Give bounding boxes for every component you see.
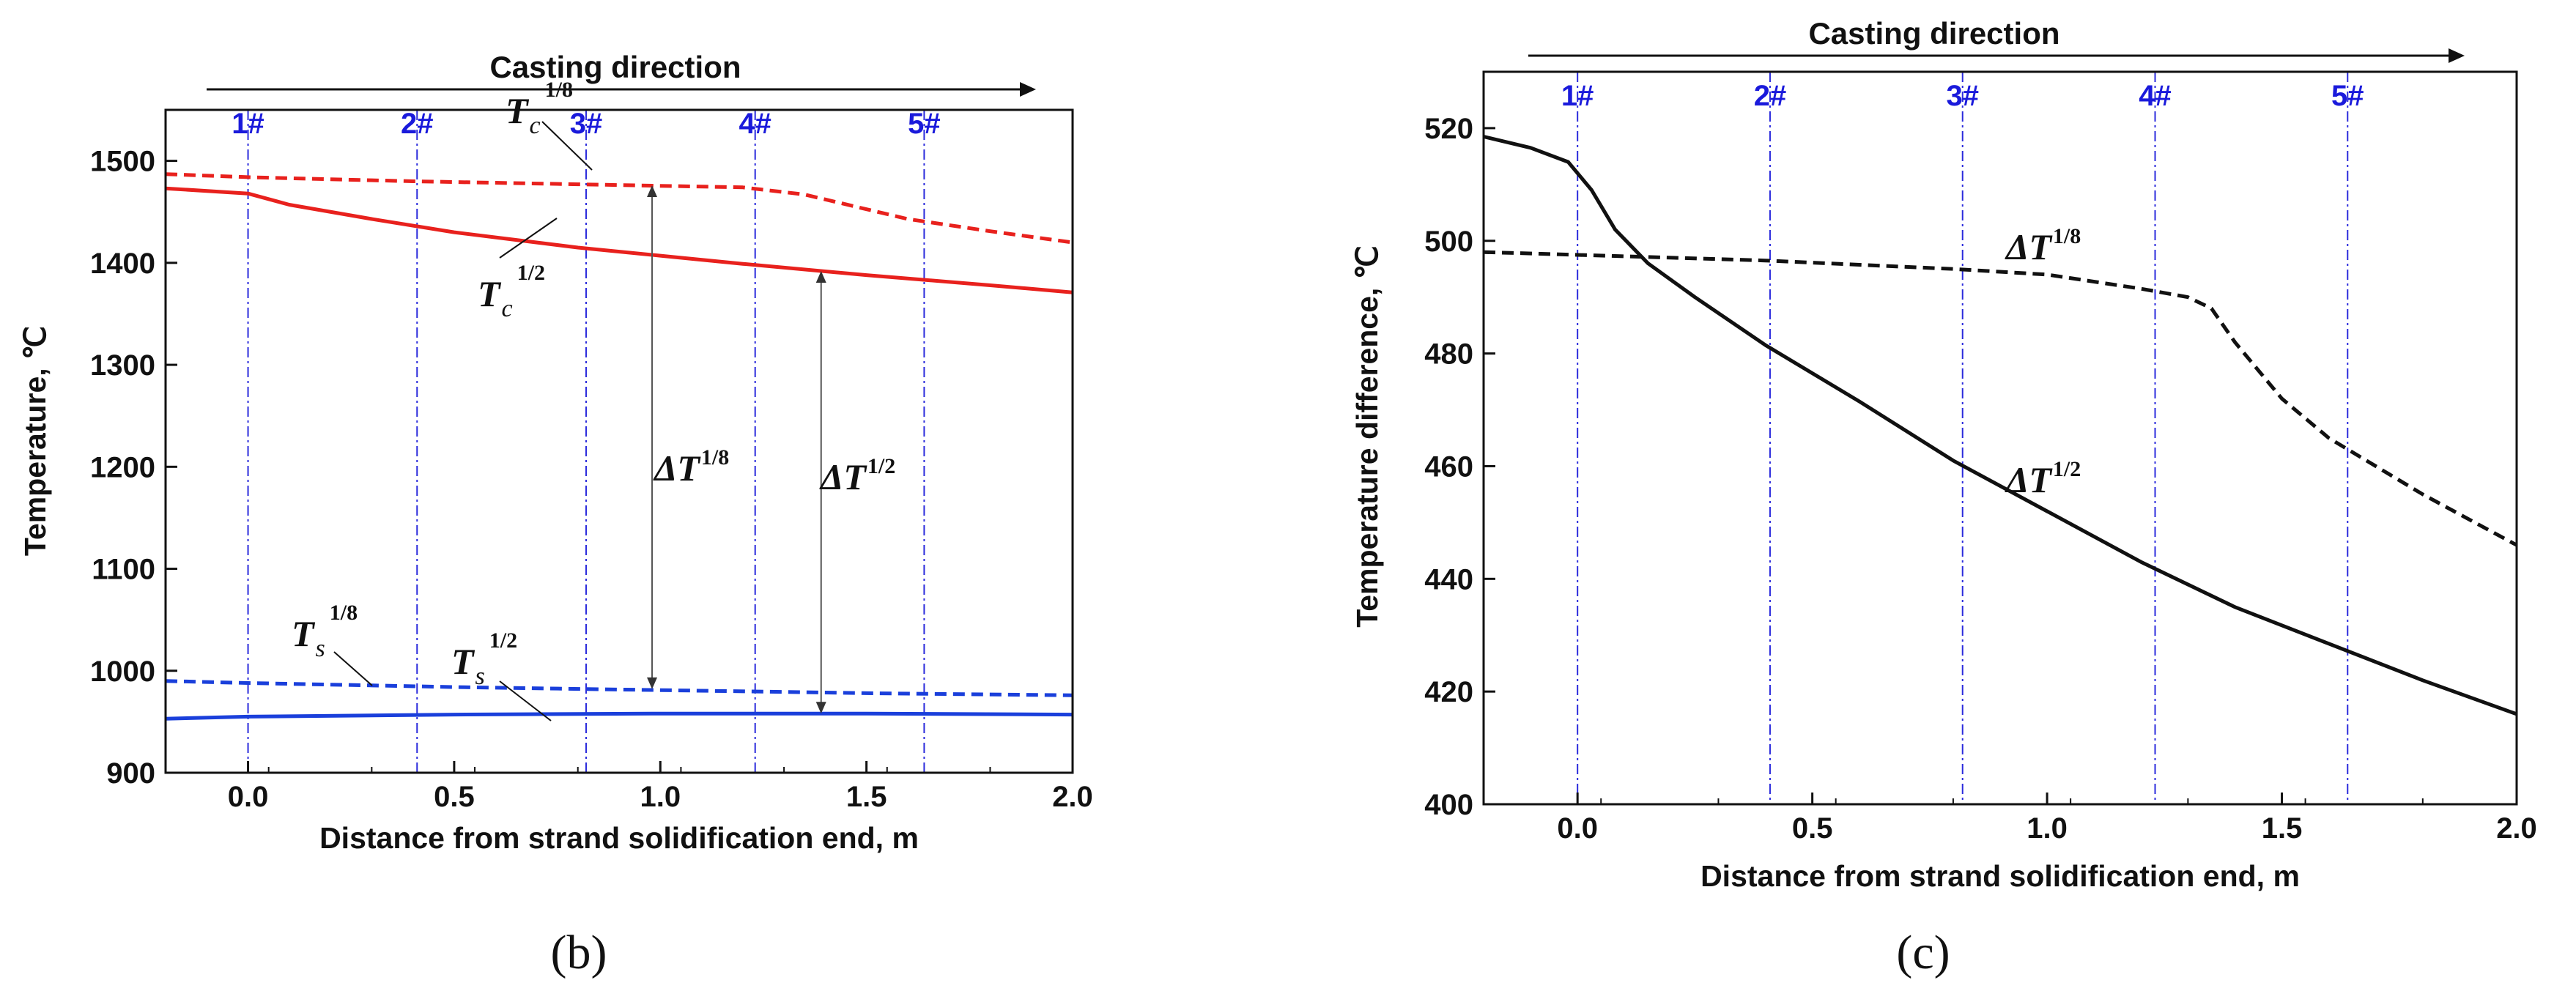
c-plot-frame <box>1482 70 2518 806</box>
b-casting-direction-arrowhead <box>1020 82 1036 97</box>
b-y-tick-label: 1500 <box>90 146 155 178</box>
c-marker-lines: 1# 2# 3# 4# 5# <box>1561 72 2364 804</box>
b-dimension-arrowhead-top <box>647 185 658 198</box>
panel-b: Casting direction 1# 2# 3# 4# 5# 0.0 0.5 1.0 1.… <box>18 50 1093 979</box>
b-label-dt18: ΔT1/8 <box>653 445 729 489</box>
c-y-tick-label: 500 <box>1424 226 1473 258</box>
b-label-tc12: Tc1/2 <box>478 261 545 322</box>
c-x-tick-label: 1.5 <box>2262 812 2303 845</box>
b-x-axis-label: Distance from strand solidification end,… <box>319 821 919 855</box>
b-y-tick-label: 1300 <box>90 349 155 382</box>
b-x-tick-label: 1.0 <box>640 781 681 813</box>
b-y-tick-label: 900 <box>106 757 155 790</box>
c-marker-label: 4# <box>2139 80 2172 112</box>
b-y-tick-label: 1200 <box>90 451 155 483</box>
b-label-dt12: ΔT1/2 <box>819 454 895 497</box>
b-marker-lines: 1# 2# 3# 4# 5# <box>232 108 941 773</box>
c-marker-label: 1# <box>1561 80 1594 112</box>
b-y-tick-label: 1400 <box>90 248 155 280</box>
b-dimension-arrows <box>647 185 826 714</box>
c-marker-label: 2# <box>1754 80 1787 112</box>
b-series-tc-1-8 <box>165 172 1073 245</box>
b-dimension-arrowhead-bottom <box>647 677 658 689</box>
c-x-axis-label: Distance from strand solidification end,… <box>1700 859 2300 893</box>
c-y-tick-label: 520 <box>1424 113 1473 145</box>
b-x-tick-label: 2.0 <box>1052 781 1093 813</box>
b-x-tick-label: 0.5 <box>434 781 475 813</box>
b-plot-frame <box>164 108 1074 774</box>
c-marker-label: 5# <box>2331 80 2364 112</box>
b-ts18-leader <box>333 651 373 686</box>
b-caption: (b) <box>551 926 607 979</box>
b-marker-label: 4# <box>739 108 771 140</box>
b-ts12-leader <box>499 680 552 721</box>
c-marker-label: 3# <box>1946 80 1979 112</box>
c-y-tick-label: 440 <box>1424 563 1473 595</box>
c-y-axis-label: Temperature difference, ℃ <box>1350 245 1384 628</box>
b-marker-label: 1# <box>232 108 264 140</box>
c-label-dt12: ΔT1/2 <box>2005 457 2081 500</box>
c-caption: (c) <box>1896 926 1950 979</box>
b-x-tick-label: 1.5 <box>846 781 887 813</box>
c-ticks: 0.0 0.5 1.0 1.5 2.0 400 420 440 460 480 500 520 <box>1424 113 2537 845</box>
c-x-tick-label: 0.5 <box>1792 812 1833 845</box>
c-series--t-1-2 <box>1483 135 2517 716</box>
b-series <box>165 172 1073 721</box>
b-tc12-leader <box>499 218 558 259</box>
b-marker-label: 2# <box>401 108 434 140</box>
c-y-tick-label: 400 <box>1424 789 1473 821</box>
b-label-ts18: Ts1/8 <box>292 601 358 662</box>
c-casting-direction-label: Casting direction <box>1808 16 2059 51</box>
b-tc18-leader <box>541 121 593 171</box>
b-series-ts-1-2 <box>165 711 1073 721</box>
b-y-tick-label: 1000 <box>90 656 155 688</box>
b-dimension-arrowhead-top <box>815 270 826 283</box>
c-x-tick-label: 0.0 <box>1557 812 1598 845</box>
c-y-tick-label: 480 <box>1424 338 1473 371</box>
b-series-tc-1-2 <box>165 186 1073 294</box>
c-x-tick-label: 1.0 <box>2027 812 2068 845</box>
b-dimension-arrowhead-bottom <box>815 702 826 714</box>
b-marker-label: 3# <box>570 108 603 140</box>
b-ticks: 0.0 0.5 1.0 1.5 2.0 900 1000 1100 1200 1300 1400 15… <box>90 146 1093 813</box>
c-series <box>1483 135 2518 716</box>
b-label-tc18: Tc1/8 <box>506 78 573 139</box>
c-y-tick-label: 460 <box>1424 450 1473 483</box>
c-label-dt18: ΔT1/8 <box>2005 224 2081 267</box>
c-y-tick-label: 420 <box>1424 676 1473 708</box>
b-y-tick-label: 1100 <box>92 554 155 586</box>
c-series--t-1-8 <box>1483 250 2518 547</box>
b-label-ts12: Ts1/2 <box>451 628 517 690</box>
b-marker-label: 5# <box>908 108 941 140</box>
c-casting-direction-arrowhead <box>2449 48 2465 63</box>
b-y-axis-label: Temperature, ℃ <box>18 326 52 556</box>
b-series-ts-1-8 <box>165 679 1073 697</box>
b-x-tick-label: 0.0 <box>228 781 269 813</box>
c-x-tick-label: 2.0 <box>2496 812 2537 845</box>
panel-c: Casting direction 1# 2# 3# 4# 5# 0.0 0.5 1.0 1.… <box>1350 16 2537 979</box>
b-casting-direction-label: Casting direction <box>489 50 741 84</box>
